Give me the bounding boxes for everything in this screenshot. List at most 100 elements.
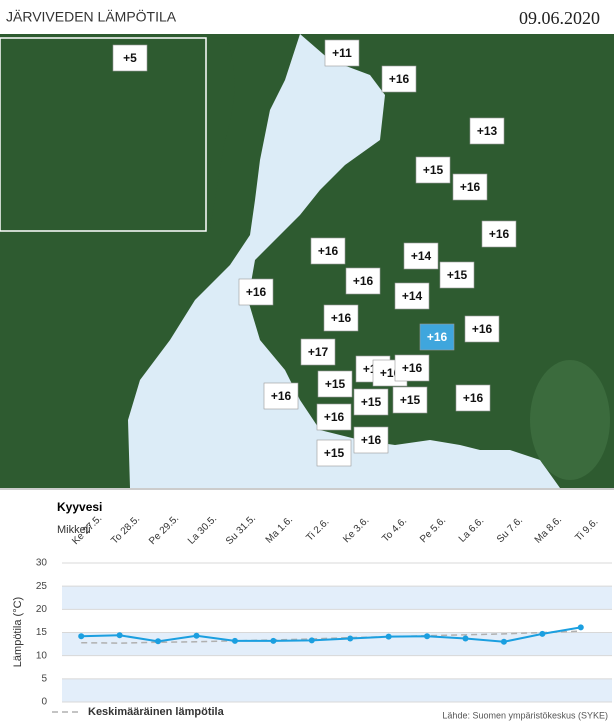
marker-label: +16 bbox=[460, 180, 481, 194]
x-tick-label: Ti 9.6. bbox=[573, 517, 600, 544]
map-marker: +14 bbox=[394, 282, 430, 310]
map-marker: +16 bbox=[263, 382, 299, 410]
map-marker: +15 bbox=[439, 261, 475, 289]
marker-label: +16 bbox=[402, 361, 423, 375]
map-marker: +16 bbox=[481, 220, 517, 248]
y-tick-label: 0 bbox=[41, 697, 47, 708]
data-point bbox=[462, 635, 469, 642]
marker-label: +16 bbox=[318, 244, 339, 258]
marker-box bbox=[316, 403, 352, 431]
marker-label: +16 bbox=[361, 433, 382, 447]
map-marker: +16 bbox=[455, 384, 491, 412]
data-point bbox=[231, 637, 238, 644]
marker-label: +16 bbox=[389, 72, 410, 86]
x-tick-label: La 6.6. bbox=[457, 515, 486, 544]
marker-box bbox=[481, 220, 517, 248]
map-marker: +16 bbox=[419, 323, 455, 351]
marker-box bbox=[317, 370, 353, 398]
map-marker: +15 bbox=[316, 439, 352, 467]
map-marker: +15 bbox=[353, 388, 389, 416]
marker-label: +15 bbox=[361, 395, 382, 409]
marker-label: +17 bbox=[308, 345, 329, 359]
marker-box bbox=[316, 439, 352, 467]
map-marker: +16 bbox=[381, 65, 417, 93]
marker-box bbox=[345, 267, 381, 295]
marker-box bbox=[381, 65, 417, 93]
data-point bbox=[270, 637, 277, 644]
marker-box bbox=[323, 304, 359, 332]
average-line bbox=[81, 630, 581, 644]
map-marker: +16 bbox=[464, 315, 500, 343]
y-tick-label: 10 bbox=[36, 650, 48, 661]
x-tick-label: Pe 5.6. bbox=[418, 515, 448, 545]
data-point bbox=[385, 633, 392, 640]
marker-label: +15 bbox=[325, 377, 346, 391]
map-marker: +15 bbox=[317, 370, 353, 398]
y-tick-label: 15 bbox=[36, 627, 48, 638]
y-tick-label: 20 bbox=[36, 604, 48, 615]
map-marker: +16 bbox=[316, 403, 352, 431]
marker-box bbox=[419, 323, 455, 351]
map bbox=[0, 34, 614, 488]
marker-label: +16 bbox=[324, 410, 345, 424]
series-line bbox=[81, 626, 581, 643]
y-band bbox=[62, 586, 612, 610]
map-marker: +17 bbox=[300, 338, 336, 366]
data-point bbox=[539, 630, 546, 637]
marker-label: +5 bbox=[123, 51, 137, 65]
map-marker: +13 bbox=[469, 117, 505, 145]
marker-box bbox=[415, 156, 451, 184]
marker-box bbox=[300, 338, 336, 366]
map-marker: +16 bbox=[323, 304, 359, 332]
marker-label: +16 bbox=[427, 330, 448, 344]
map-marker: +16 bbox=[310, 237, 346, 265]
marker-box bbox=[469, 117, 505, 145]
x-tick-label: La 30.5. bbox=[186, 513, 219, 546]
marker-box bbox=[353, 426, 389, 454]
x-tick-label: To 4.6. bbox=[380, 516, 409, 545]
x-tick-label: Su 7.6. bbox=[495, 515, 525, 545]
marker-label: +13 bbox=[477, 124, 498, 138]
marker-box bbox=[353, 388, 389, 416]
data-point bbox=[116, 632, 123, 639]
map-marker: +15 bbox=[392, 386, 428, 414]
map-marker: +16 bbox=[452, 173, 488, 201]
marker-box bbox=[455, 384, 491, 412]
x-tick-label: Pe 29.5. bbox=[147, 513, 181, 547]
marker-label: +15 bbox=[423, 163, 444, 177]
marker-box bbox=[324, 39, 360, 67]
marker-label: +11 bbox=[332, 46, 352, 60]
y-band bbox=[62, 678, 612, 702]
y-tick-label: 30 bbox=[36, 558, 48, 569]
x-tick-label: To 28.5. bbox=[109, 514, 142, 547]
marker-label: +15 bbox=[447, 268, 468, 282]
map-markers: +5 +11 +16 +13 +15 +16 +16 +16 +14 +15 +16 +16 +14 +1… bbox=[112, 39, 517, 467]
map-marker: +16 bbox=[353, 426, 389, 454]
x-tick-label: Ma 1.6. bbox=[264, 514, 295, 545]
map-marker: +14 bbox=[403, 242, 439, 270]
marker-label: +16 bbox=[463, 391, 484, 405]
data-point bbox=[308, 637, 315, 644]
chart: Kyyvesi Mikkeli Lämpötila (°C) Lähde: Su… bbox=[0, 488, 614, 720]
map-marker: +16 bbox=[394, 354, 430, 382]
data-point bbox=[577, 624, 584, 631]
marker-box bbox=[392, 386, 428, 414]
date: 09.06.2020 bbox=[519, 8, 600, 28]
marker-box bbox=[464, 315, 500, 343]
marker-box bbox=[394, 354, 430, 382]
data-point bbox=[347, 635, 354, 642]
legend-label: Keskimääräinen lämpötila bbox=[88, 706, 225, 718]
page-title: JÄRVIVEDEN LÄMPÖTILA bbox=[6, 8, 177, 25]
map-marker: +16 bbox=[238, 278, 274, 306]
marker-label: +14 bbox=[411, 249, 432, 263]
x-tick-label: Su 31.5. bbox=[224, 513, 258, 547]
y-axis-label: Lämpötila (°C) bbox=[12, 597, 24, 667]
map-marker: +16 bbox=[345, 267, 381, 295]
chart-title: Kyyvesi bbox=[57, 500, 102, 514]
sea bbox=[128, 34, 560, 488]
marker-label: +16 bbox=[489, 227, 510, 241]
marker-label: +14 bbox=[402, 289, 423, 303]
source: Lähde: Suomen ympäristökeskus (SYKE) bbox=[442, 710, 608, 720]
data-point bbox=[78, 633, 85, 640]
